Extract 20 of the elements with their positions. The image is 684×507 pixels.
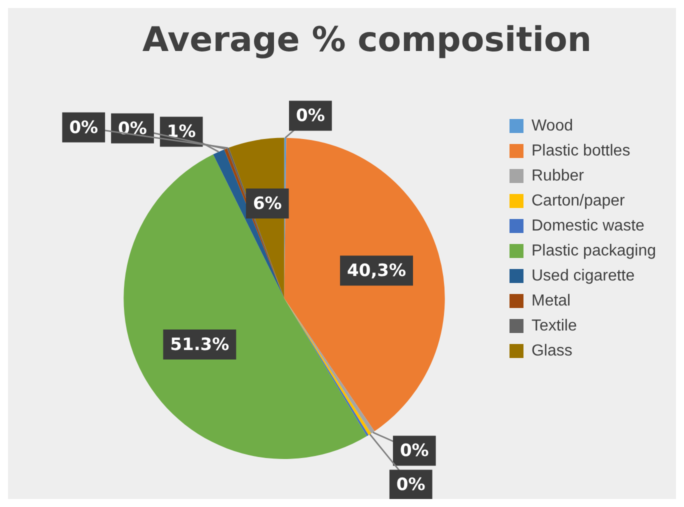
legend-label: Carton/paper — [531, 192, 626, 210]
legend-label: Domestic waste — [531, 217, 645, 234]
legend-label: Used cigarette — [531, 267, 635, 284]
legend-label: Glass — [531, 342, 572, 360]
legend-label: Rubber — [531, 167, 585, 184]
data-label: 51.3% — [170, 334, 230, 355]
data-label: 0% — [396, 475, 426, 496]
data-label: 40,3% — [347, 261, 406, 282]
legend-label: Plastic bottles — [531, 142, 630, 160]
data-label: 0% — [296, 106, 325, 126]
legend-label: Metal — [531, 292, 571, 310]
legend-label: Plastic packaging — [531, 242, 656, 260]
data-label: 1% — [166, 122, 196, 142]
data-label: 0% — [69, 118, 98, 138]
chart-title: Average % composition — [142, 20, 592, 60]
legend-label: Wood — [531, 117, 573, 134]
data-label: 0% — [400, 441, 429, 462]
legend-label: Textile — [531, 317, 577, 334]
data-label: 0% — [118, 118, 147, 139]
data-label: 6% — [252, 194, 282, 214]
